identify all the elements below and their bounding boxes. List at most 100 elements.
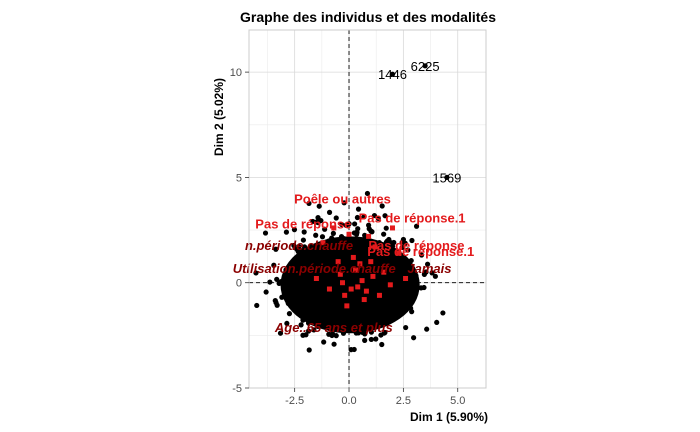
y-tick-label: 10: [230, 67, 242, 79]
individual-point: [310, 218, 316, 225]
y-tick-label: 0: [236, 278, 242, 290]
modality-point: [357, 261, 363, 267]
individual-point: [301, 229, 307, 235]
individual-point: [352, 221, 358, 227]
modality-point: [368, 259, 374, 265]
individual-point: [403, 324, 409, 331]
individual-point: [315, 219, 321, 226]
x-axis-ticks: -2.5 0.0 2.5 5.0: [285, 388, 465, 407]
modality-label: Age..65 ans et plus: [274, 320, 393, 335]
modality-point: [348, 286, 354, 292]
panel-border: [248, 29, 487, 389]
y-tick-label: 5: [236, 172, 242, 184]
individual-point: [333, 333, 339, 339]
individual-point: [381, 330, 387, 336]
individual-point-labeled: [444, 174, 450, 181]
plot-panel: 6225 1446 1569 Poêle ou autres Pas de répon…: [233, 29, 487, 389]
individual-point: [329, 332, 335, 339]
individual-point: [381, 231, 387, 237]
individual-point: [413, 223, 420, 229]
x-tick-label: 2.5: [396, 395, 411, 407]
individual-point: [371, 212, 378, 219]
modality-point: [387, 282, 393, 288]
individual-point: [263, 289, 269, 295]
individuals-dense-core: [280, 236, 420, 334]
modality-point: [361, 297, 367, 303]
individual-point: [368, 336, 374, 343]
individual-point: [421, 284, 427, 291]
modality-point: [370, 273, 376, 279]
x-tick-label: -2.5: [285, 395, 304, 407]
individual-point: [262, 230, 269, 236]
modality-label: n.période.chauffe: [245, 238, 353, 253]
y-tick-label: -5: [232, 383, 242, 395]
modality-label: Pas de réponse.1: [359, 210, 466, 225]
individual-point: [319, 234, 326, 240]
individual-point: [306, 347, 312, 353]
modality-point: [313, 275, 319, 281]
individual-point: [429, 270, 435, 276]
individual-point: [383, 225, 389, 231]
individual-label: 6225: [411, 59, 440, 74]
individual-point: [432, 273, 438, 279]
individual-point: [400, 236, 407, 243]
modality-point: [320, 240, 326, 246]
y-axis-ticks: -5 0 5 10: [230, 67, 249, 395]
individual-point: [375, 215, 381, 221]
modality-label: Jamais: [407, 261, 451, 276]
individual-point: [339, 221, 345, 228]
modality-point: [344, 303, 350, 309]
individual-point: [382, 213, 388, 219]
x-axis-label: Dim 1 (5.90%): [410, 410, 488, 424]
individual-point: [373, 336, 379, 342]
modality-point: [396, 250, 402, 256]
individual-point: [434, 319, 440, 326]
individual-point: [331, 341, 337, 347]
individual-point: [366, 222, 372, 228]
individual-label: 1569: [432, 170, 461, 185]
individual-point: [271, 262, 277, 268]
individual-point: [355, 206, 362, 212]
modality-label: Pas de réponse.1: [367, 244, 474, 259]
individual-point: [305, 328, 312, 334]
modality-points: [313, 225, 409, 309]
reference-lines: [249, 30, 486, 388]
individual-point: [254, 302, 260, 309]
individual-point: [355, 226, 361, 232]
modality-point: [390, 225, 396, 231]
individuals-points: [253, 63, 450, 353]
modality-point: [346, 231, 352, 237]
individual-point: [321, 339, 327, 345]
individual-point: [326, 209, 333, 215]
individual-point: [283, 229, 290, 235]
individual-point: [315, 215, 321, 221]
chart-title: Graphe des individus et des modalités: [240, 9, 496, 25]
individual-point: [291, 242, 297, 249]
individual-point: [306, 200, 312, 207]
individual-point: [273, 246, 279, 252]
modality-label: Utilisation.période.chauffe: [233, 261, 396, 276]
individual-point: [316, 203, 322, 209]
individual-point: [303, 332, 309, 338]
modality-point: [350, 254, 356, 260]
modality-point: [376, 292, 382, 298]
individual-point: [298, 322, 304, 328]
individual-point: [361, 214, 367, 220]
individual-point: [346, 221, 352, 227]
individual-point: [300, 237, 306, 243]
individual-point: [253, 270, 259, 276]
individual-point: [353, 231, 360, 238]
individual-point: [330, 230, 336, 236]
modality-point: [353, 267, 359, 273]
individual-point: [354, 214, 360, 221]
individual-point-labeled: [389, 71, 396, 77]
individual-point: [294, 246, 300, 252]
individual-labels: 6225 1446 1569: [378, 59, 461, 186]
individual-point: [291, 227, 298, 233]
individual-point: [364, 190, 371, 197]
individual-point: [440, 310, 446, 316]
individual-point: [277, 330, 284, 336]
individual-point: [272, 297, 278, 304]
